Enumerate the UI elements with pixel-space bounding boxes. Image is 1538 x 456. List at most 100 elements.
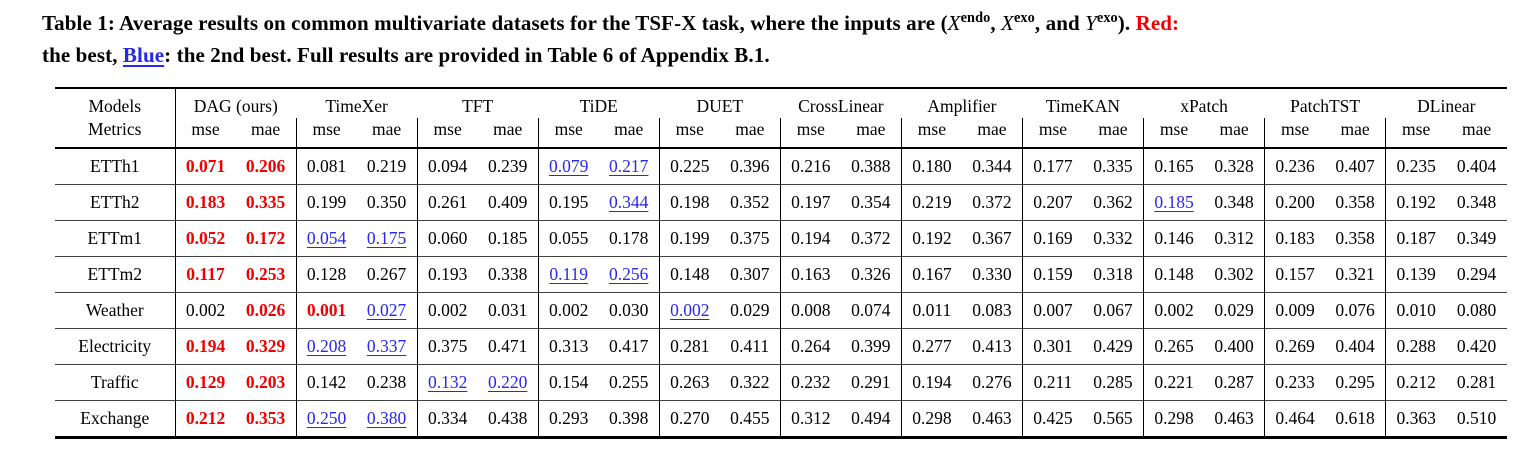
metric-header: mse: [675, 119, 704, 139]
value-cell: 0.067: [1082, 292, 1144, 329]
value-cell: 0.154: [549, 372, 589, 392]
value-cell: 0.330: [961, 256, 1023, 293]
value-cell: 0.334: [427, 408, 468, 428]
value-cell: 0.565: [1082, 400, 1144, 438]
value-cell: 0.264: [791, 336, 831, 356]
value-cell: 0.194: [912, 372, 952, 392]
value-cell: 0.372: [840, 220, 902, 257]
value-cell: 0.194: [791, 228, 831, 248]
value-cell: 0.002: [185, 300, 226, 320]
model-group-header: TimeXer: [325, 96, 388, 116]
value-cell: 0.372: [961, 184, 1023, 221]
value-cell: 0.148: [670, 264, 710, 284]
value-cell: 0.029: [1204, 292, 1266, 329]
metric-header: mse: [796, 119, 825, 139]
value-cell: 0.212: [185, 408, 226, 428]
value-cell: 0.187: [1396, 228, 1436, 248]
table-row: ETTh1 0.071 0.206 0.081 0.219 0.094 0.239 0.079…: [55, 148, 1507, 185]
value-cell: 0.363: [1396, 408, 1436, 428]
value-cell: 0.211: [1033, 372, 1073, 392]
value-cell: 0.212: [1396, 372, 1436, 392]
value-cell: 0.208: [306, 336, 347, 356]
value-cell: 0.178: [598, 220, 660, 257]
caption-blue-legend: Blue: [122, 42, 165, 67]
model-group-header: TFT: [462, 96, 494, 116]
value-cell: 0.002: [549, 300, 589, 320]
value-cell: 0.002: [1154, 300, 1194, 320]
value-cell: 0.411: [719, 328, 781, 365]
value-cell: 0.404: [1456, 156, 1497, 176]
dataset-label: Electricity: [55, 328, 176, 365]
value-cell: 0.367: [961, 220, 1023, 257]
value-cell: 0.388: [840, 148, 902, 185]
value-cell: 0.193: [427, 264, 468, 284]
value-cell: 0.183: [1275, 228, 1315, 248]
value-cell: 0.344: [961, 148, 1023, 185]
value-cell: 0.425: [1033, 408, 1073, 428]
value-cell: 0.216: [791, 156, 831, 176]
metric-header: mse: [1038, 119, 1068, 139]
model-group-header: TiDE: [579, 96, 618, 116]
value-cell: 0.417: [598, 328, 660, 365]
value-cell: 0.219: [356, 148, 418, 185]
value-cell: 0.175: [356, 220, 418, 257]
value-cell: 0.128: [306, 264, 347, 284]
value-cell: 0.139: [1396, 264, 1436, 284]
value-cell: 0.321: [1325, 256, 1387, 293]
value-cell: 0.002: [427, 300, 468, 320]
value-cell: 0.159: [1033, 264, 1073, 284]
value-cell: 0.332: [1082, 220, 1144, 257]
value-cell: 0.267: [356, 256, 418, 293]
model-group-header: DLinear: [1417, 96, 1476, 116]
value-cell: 0.348: [1456, 192, 1497, 212]
value-cell: 0.052: [185, 228, 226, 248]
value-cell: 0.429: [1082, 328, 1144, 365]
value-cell: 0.074: [840, 292, 902, 329]
value-cell: 0.354: [840, 184, 902, 221]
value-cell: 0.157: [1275, 264, 1315, 284]
math-sup-endo: endo: [960, 10, 991, 26]
value-cell: 0.007: [1033, 300, 1073, 320]
value-cell: 0.008: [791, 300, 831, 320]
value-cell: 0.219: [912, 192, 952, 212]
value-cell: 0.117: [186, 264, 225, 284]
value-cell: 0.413: [961, 328, 1023, 365]
value-cell: 0.463: [1204, 400, 1266, 438]
caption-text-1: Average results on common multivariate d…: [119, 11, 948, 35]
value-cell: 0.293: [549, 408, 589, 428]
value-cell: 0.172: [235, 220, 297, 257]
value-cell: 0.029: [719, 292, 781, 329]
value-cell: 0.232: [791, 372, 831, 392]
model-group-header: CrossLinear: [798, 96, 884, 116]
value-cell: 0.335: [235, 184, 297, 221]
value-cell: 0.119: [549, 264, 589, 284]
value-cell: 0.169: [1033, 228, 1073, 248]
value-cell: 0.146: [1154, 228, 1194, 248]
value-cell: 0.192: [912, 228, 952, 248]
dataset-label: Weather: [55, 292, 176, 329]
value-cell: 0.200: [1275, 192, 1315, 212]
value-cell: 0.302: [1204, 256, 1266, 293]
value-cell: 0.142: [306, 372, 347, 392]
value-cell: 0.352: [719, 184, 781, 221]
value-cell: 0.079: [549, 156, 589, 176]
value-cell: 0.129: [185, 372, 226, 392]
value-cell: 0.011: [912, 300, 952, 320]
value-cell: 0.010: [1396, 300, 1436, 320]
value-cell: 0.298: [1154, 408, 1194, 428]
metric-header: mae: [961, 118, 1023, 148]
value-cell: 0.031: [477, 292, 539, 329]
value-cell: 0.510: [1456, 408, 1497, 428]
table-row: Weather 0.002 0.026 0.001 0.027 0.002 0.031 0.0…: [55, 292, 1507, 329]
value-cell: 0.192: [1396, 192, 1436, 212]
value-cell: 0.236: [1275, 156, 1315, 176]
value-cell: 0.337: [356, 328, 418, 365]
math-var-y-exo: Y: [1085, 11, 1097, 35]
value-cell: 0.163: [791, 264, 831, 284]
value-cell: 0.350: [356, 184, 418, 221]
value-cell: 0.203: [235, 364, 297, 401]
metric-header: mae: [1462, 119, 1492, 139]
table-row: ETTh2 0.183 0.335 0.199 0.350 0.261 0.409 0.195…: [55, 184, 1507, 221]
value-cell: 0.233: [1275, 372, 1315, 392]
value-cell: 0.081: [306, 156, 347, 176]
